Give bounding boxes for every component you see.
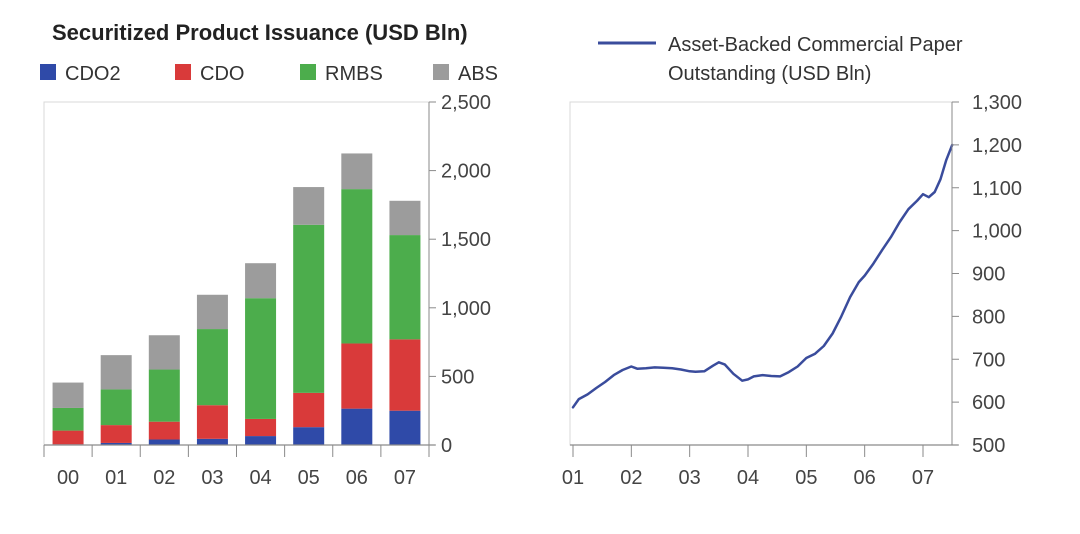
left-x-tick-label: 04: [249, 467, 271, 489]
bar-cdo2-03: [196, 438, 228, 445]
bar-abs-07: [389, 200, 421, 236]
bar-abs-03: [196, 294, 228, 330]
bar-abs-06: [341, 153, 373, 190]
right-x-tick-label: 07: [912, 467, 934, 489]
bar-abs-01: [100, 355, 132, 390]
left-x-tick-label: 05: [298, 467, 320, 489]
right-x-tick-label: 04: [737, 467, 759, 489]
securitized-issuance-chart: Securitized Product Issuance (USD Bln) C…: [40, 20, 498, 489]
right-y-tick-label: 700: [972, 349, 1005, 371]
right-y-tick-label: 900: [972, 264, 1005, 286]
left-x-tick-label: 06: [346, 467, 368, 489]
left-y-tick-label: 2,500: [441, 92, 491, 114]
legend-swatch-rmbs: [300, 64, 316, 80]
legend-label-cdo2: CDO2: [65, 63, 121, 85]
bar-cdo2-07: [389, 410, 421, 445]
left-x-tick-label: 03: [201, 467, 223, 489]
legend-swatch-abs: [433, 64, 449, 80]
bar-cdo-02: [148, 421, 180, 440]
right-y-tick-label: 1,200: [972, 135, 1022, 157]
bar-abs-00: [52, 382, 84, 408]
bar-abs-04: [245, 263, 277, 299]
series-line-abcp: [571, 143, 954, 409]
right-x-tick-label: 06: [854, 467, 876, 489]
right-y-tick-label: 1,100: [972, 178, 1022, 200]
legend-label-cdo: CDO: [200, 63, 244, 85]
bar-rmbs-00: [52, 407, 84, 431]
right-chart-legend: Asset-Backed Commercial Paper Outstanding…: [598, 34, 963, 85]
legend-swatch-cdo2: [40, 64, 56, 80]
bar-abs-02: [148, 335, 180, 370]
bar-cdo2-05: [293, 427, 325, 445]
legend-label-abcp: Asset-Backed Commercial Paper Outstanding…: [668, 34, 963, 85]
bar-cdo2-06: [341, 408, 373, 445]
bar-rmbs-06: [341, 189, 373, 344]
right-axes: 500 600 700 800 900 1,000 1,100 1,200 1,300 01 02 0…: [562, 92, 1022, 489]
right-x-tick-label: 05: [795, 467, 817, 489]
bar-cdo-01: [100, 425, 132, 443]
bar-cdo-00: [52, 430, 84, 445]
right-y-tick-label: 1,000: [972, 221, 1022, 243]
bar-abs-05: [293, 187, 325, 225]
left-chart-legend: CDO2 CDO RMBS ABS: [40, 63, 498, 85]
legend-label-abs: ABS: [458, 63, 498, 85]
legend-label-rmbs: RMBS: [325, 63, 383, 85]
abcp-outstanding-chart: Asset-Backed Commercial Paper Outstanding…: [562, 34, 1022, 489]
right-plot-area: [569, 101, 953, 446]
bar-rmbs-07: [389, 235, 421, 340]
left-x-tick-label: 00: [57, 467, 79, 489]
left-x-tick-label: 02: [153, 467, 175, 489]
bar-cdo2-01: [100, 442, 132, 445]
bar-rmbs-05: [293, 224, 325, 393]
left-x-tick-label: 01: [105, 467, 127, 489]
right-x-tick-label: 03: [679, 467, 701, 489]
bar-cdo-05: [293, 392, 325, 428]
bar-rmbs-03: [196, 329, 228, 406]
right-line-group: [571, 143, 954, 409]
right-y-tick-label: 500: [972, 435, 1005, 457]
bar-rmbs-02: [148, 369, 180, 422]
bar-cdo-03: [196, 405, 228, 439]
right-y-tick-label: 600: [972, 392, 1005, 414]
bar-cdo-07: [389, 339, 421, 411]
left-y-tick-label: 500: [441, 366, 474, 388]
right-y-tick-label: 800: [972, 306, 1005, 328]
bar-cdo2-04: [245, 436, 277, 445]
right-x-tick-label: 02: [620, 467, 642, 489]
left-chart-title: Securitized Product Issuance (USD Bln): [52, 20, 468, 45]
bar-rmbs-01: [100, 389, 132, 426]
left-bars: [52, 153, 421, 445]
left-axes: 0 500 1,000 1,500 2,000 2,500 00 01 02 03 04 05 06 07: [43, 92, 491, 489]
left-y-tick-label: 1,500: [441, 229, 491, 251]
left-y-tick-label: 2,000: [441, 161, 491, 183]
bar-cdo-04: [245, 418, 277, 437]
left-y-tick-label: 0: [441, 435, 452, 457]
right-x-tick-label: 01: [562, 467, 584, 489]
bar-cdo2-02: [148, 439, 180, 445]
left-y-tick-label: 1,000: [441, 298, 491, 320]
left-x-tick-label: 07: [394, 467, 416, 489]
bar-rmbs-04: [245, 298, 277, 419]
right-y-tick-label: 1,300: [972, 92, 1022, 114]
bar-cdo-06: [341, 343, 373, 409]
legend-swatch-cdo: [175, 64, 191, 80]
